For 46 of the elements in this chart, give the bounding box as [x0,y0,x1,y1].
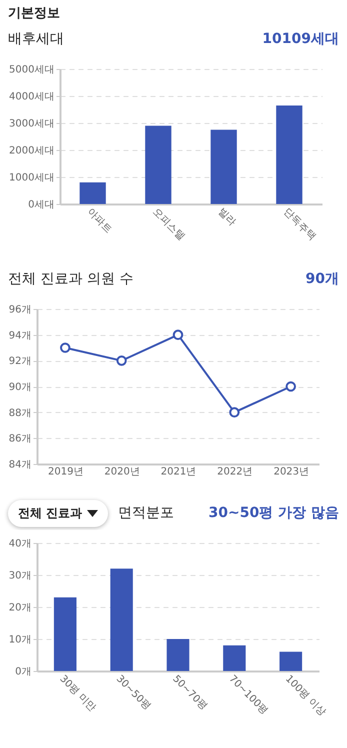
y-tick-label: 20개 [8,602,32,614]
point [229,407,240,418]
y-tick-label: 2000세대 [9,146,54,156]
bar [166,639,190,671]
y-tick-label: 94개 [8,330,32,342]
bar [276,105,302,204]
x-tick-label: 2021년 [160,466,196,478]
x-tick-label: 2022년 [217,466,253,478]
y-tick-label: 10개 [8,634,32,646]
bar [80,182,106,204]
bar [145,126,172,204]
chart-title: 면적분포 [118,504,174,522]
y-tick-label: 96개 [8,304,32,316]
chart-subtitle: 90개 [306,270,339,288]
bar [54,597,76,671]
y-tick-label: 84개 [8,460,32,470]
y-tick-label: 90개 [8,382,32,393]
bar [210,130,237,204]
text: 기본정보 [8,5,61,22]
point [286,381,296,392]
y-tick-label: 30개 [8,570,32,582]
chart-title: 배후세대 [8,30,64,48]
dropdown-button: 전체 진료과 [8,500,108,526]
x-tick-label: 빌라 [216,206,238,228]
chart-subtitle: 10109세대 [262,30,339,48]
point [172,330,184,340]
point [60,342,70,353]
x-tick-label: 2019년 [48,466,84,478]
y-tick-label: 0개 [15,666,32,678]
x-tick-label: 2023년 [274,466,310,478]
y-tick-label: 88개 [8,408,32,419]
y-tick-label: 86개 [8,434,32,445]
chart-subtitle: 30~50평 가장 많음 [208,504,339,522]
y-tick-label: 1000세대 [9,172,54,184]
y-tick-label: 0세대 [28,200,54,210]
bar [223,645,246,671]
y-tick-label: 3000세대 [9,118,54,130]
bar [280,652,302,671]
x-tick-label: 2020년 [104,466,140,478]
y-tick-label: 4000세대 [9,92,54,102]
y-tick-label: 5000세대 [9,64,54,76]
y-tick-label: 92개 [8,356,32,368]
bar [110,568,133,671]
chart-title: 전체 진료과 의원 수 [8,270,134,288]
y-tick-label: 40개 [8,538,32,550]
point [116,355,127,366]
